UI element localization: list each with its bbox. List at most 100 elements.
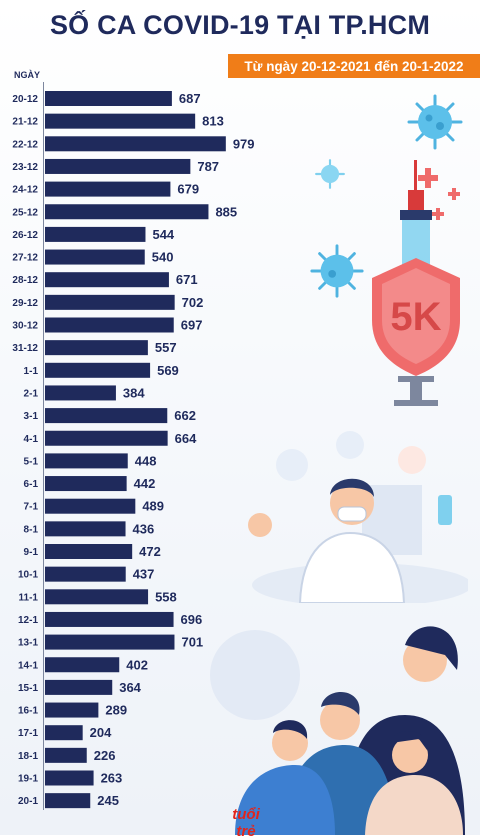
bar-value-label: 569 — [157, 363, 179, 378]
bar — [45, 747, 87, 763]
y-tick-label: 2-1 — [24, 388, 39, 399]
y-tick-label: 26-12 — [12, 230, 38, 241]
virus-icon-2 — [310, 244, 364, 298]
bar — [45, 204, 209, 220]
bar — [45, 226, 146, 242]
bar-value-label: 701 — [181, 635, 203, 650]
y-tick-label: 30-12 — [12, 321, 38, 332]
y-tick-label: 23-12 — [12, 162, 38, 173]
bar-value-label: 662 — [174, 408, 196, 423]
y-tick-label: 29-12 — [12, 298, 38, 309]
y-tick-label: 22-12 — [12, 139, 38, 150]
bar — [45, 272, 169, 288]
bar — [45, 430, 168, 446]
bar — [45, 91, 172, 106]
y-tick-label: 9-1 — [24, 547, 39, 558]
bar — [45, 544, 133, 559]
y-tick-label: 1-1 — [24, 366, 39, 377]
small-virus-icon — [315, 159, 345, 189]
bar-value-label: 540 — [152, 250, 174, 265]
bar — [45, 589, 149, 605]
bar-value-label: 437 — [133, 567, 155, 582]
y-tick-label: 27-12 — [12, 253, 38, 264]
bar — [45, 317, 174, 333]
y-tick-label: 17-1 — [18, 728, 38, 739]
chart-title: SỐ CA COVID-19 TẠI TP.HCM — [49, 10, 431, 40]
bar — [45, 136, 226, 152]
y-tick-label: 5-1 — [24, 456, 39, 467]
y-tick-label: 25-12 — [12, 207, 38, 218]
y-axis-line — [43, 82, 44, 810]
bar — [45, 249, 145, 265]
bar-value-label: 436 — [133, 521, 155, 536]
bar — [45, 498, 136, 514]
bar-value-label: 787 — [197, 159, 219, 174]
y-tick-label: 3-1 — [24, 411, 39, 422]
y-tick-label: 15-1 — [18, 683, 38, 694]
virus-icon — [407, 94, 463, 150]
bar — [45, 408, 168, 424]
bar — [45, 385, 116, 401]
bar-value-label: 442 — [134, 476, 156, 491]
y-tick-label: 31-12 — [12, 343, 38, 354]
bar-value-label: 448 — [135, 453, 157, 468]
bar — [45, 113, 196, 129]
bar-value-label: 226 — [94, 748, 116, 763]
shield-5k-icon: 5K — [372, 258, 460, 406]
y-tick-label: 14-1 — [18, 660, 38, 671]
bar-value-label: 979 — [233, 136, 255, 151]
bar — [45, 770, 94, 786]
bar-value-label: 664 — [175, 431, 197, 446]
bar — [45, 158, 191, 174]
bar-value-label: 263 — [101, 771, 123, 786]
doctor-illustration — [248, 431, 468, 603]
bar-value-label: 885 — [215, 204, 237, 219]
date-range-subtitle: Từ ngày 20-12-2021 đến 20-1-2022 — [228, 54, 480, 78]
bar-value-label: 245 — [97, 793, 119, 808]
people-masks-illustration — [210, 626, 465, 835]
bar — [45, 340, 148, 356]
y-tick-label: 28-12 — [12, 275, 38, 286]
bar-value-label: 289 — [105, 703, 127, 718]
y-tick-label: 13-1 — [18, 638, 38, 649]
bar-value-label: 557 — [155, 340, 177, 355]
bar-value-label: 489 — [142, 499, 164, 514]
y-tick-label: 19-1 — [18, 774, 38, 785]
y-tick-label: 12-1 — [18, 615, 38, 626]
bar — [45, 453, 128, 469]
y-tick-label: 4-1 — [24, 434, 39, 445]
shield-text: 5K — [390, 295, 441, 339]
y-axis-label: NGÀY — [14, 70, 41, 80]
y-tick-label: 21-12 — [12, 117, 38, 128]
bar-value-label: 384 — [123, 385, 145, 400]
bar — [45, 657, 120, 673]
bar — [45, 611, 174, 627]
bar — [45, 181, 171, 197]
bar — [45, 634, 175, 650]
bar — [45, 294, 175, 310]
y-tick-label: 24-12 — [12, 185, 38, 196]
y-tick-label: 20-1 — [18, 796, 38, 807]
bar-value-label: 472 — [139, 544, 161, 559]
medical-cross-icon — [418, 168, 460, 220]
y-tick-label: 8-1 — [24, 524, 39, 535]
y-tick-label: 20-12 — [12, 94, 38, 105]
bar-value-label: 697 — [181, 318, 203, 333]
bar-value-label: 671 — [176, 272, 198, 287]
bar — [45, 521, 126, 537]
y-tick-label: 16-1 — [18, 706, 38, 717]
bar — [45, 362, 151, 378]
bar-value-label: 679 — [177, 182, 199, 197]
y-tick-label: 10-1 — [18, 570, 38, 581]
bar — [45, 702, 99, 718]
bar — [45, 679, 113, 695]
y-tick-label: 6-1 — [24, 479, 39, 490]
bar — [45, 725, 83, 741]
bar-value-label: 696 — [181, 612, 203, 627]
y-tick-label: 7-1 — [24, 502, 39, 513]
y-tick-label: 11-1 — [19, 592, 39, 603]
bar-value-label: 558 — [155, 589, 177, 604]
bar-value-label: 813 — [202, 114, 224, 129]
bar-value-label: 544 — [152, 227, 174, 242]
